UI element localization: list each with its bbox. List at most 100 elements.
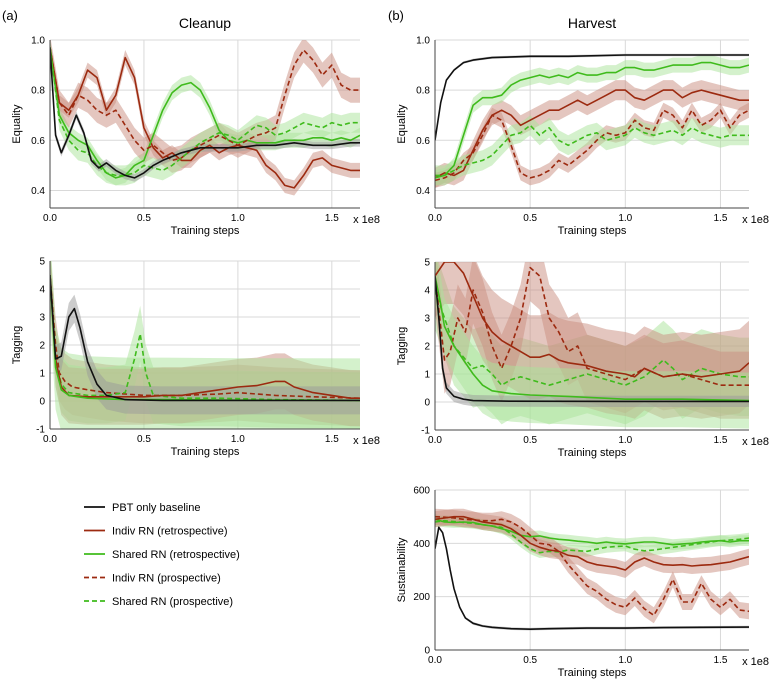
- x-axis-label: Training steps: [558, 667, 627, 679]
- y-tick-label: 1.0: [31, 36, 45, 47]
- x-multiplier-label: x 1e8: [353, 435, 380, 447]
- series-band-0: [435, 514, 749, 550]
- y-tick-label: 0.8: [31, 86, 45, 97]
- x-tick-label: 0.0: [428, 655, 442, 666]
- x-tick-label: 1.0: [231, 213, 245, 224]
- legend-label: Shared RN (prospective): [112, 596, 233, 608]
- y-axis-label: Equality: [396, 104, 408, 144]
- y-tick-label: 0.4: [416, 186, 430, 197]
- x-tick-label: 1.5: [714, 213, 728, 224]
- panel-label-a: (a): [2, 8, 18, 23]
- y-tick-label: 0.6: [416, 136, 430, 147]
- x-tick-label: 1.0: [618, 655, 632, 666]
- legend-item: Shared RN (retrospective): [84, 549, 240, 561]
- legend-label: Indiv RN (retrospective): [112, 526, 228, 538]
- series-line-0: [435, 89, 749, 179]
- x-tick-label: 1.5: [714, 435, 728, 446]
- x-tick-label: 0.5: [137, 434, 151, 445]
- x-multiplier-label: x 1e8: [742, 656, 769, 668]
- series-line-4: [435, 275, 749, 403]
- series-line-3: [435, 515, 749, 617]
- series-line-2: [435, 109, 749, 182]
- series-band-3: [435, 115, 749, 186]
- y-tick-label: 1.0: [416, 36, 430, 47]
- series-band-0: [435, 80, 749, 188]
- series-line-1: [50, 274, 360, 402]
- y-tick-label: 0: [39, 397, 45, 408]
- chart-harvest-tagging: 0.0 0.5 1.0 1.5 -1 0 1 2 3 4 5 Training steps Taggin…: [396, 258, 769, 460]
- x-tick-label: 1.0: [618, 213, 632, 224]
- y-tick-label: 4: [39, 285, 45, 296]
- x-multiplier-label: x 1e8: [353, 214, 380, 226]
- x-axis-label: Training steps: [558, 225, 627, 237]
- x-multiplier-label: x 1e8: [742, 436, 769, 448]
- x-axis-label: Training steps: [171, 446, 240, 458]
- y-tick-label: 0: [424, 398, 430, 409]
- x-tick-label: 0.0: [428, 435, 442, 446]
- x-tick-label: 0.5: [137, 213, 151, 224]
- series-line-2: [435, 515, 749, 571]
- y-tick-label: 2: [39, 341, 45, 352]
- legend-item: PBT only baseline: [84, 502, 200, 514]
- legend-label: Shared RN (retrospective): [112, 549, 240, 561]
- y-tick-label: 2: [424, 342, 430, 353]
- y-tick-label: 0.8: [416, 86, 430, 97]
- legend-label: PBT only baseline: [112, 502, 200, 514]
- x-tick-label: 1.5: [714, 655, 728, 666]
- legend-item: Indiv RN (prospective): [84, 573, 221, 585]
- series-line-1: [435, 61, 749, 179]
- y-tick-label: 5: [39, 257, 45, 268]
- legend-item: Shared RN (prospective): [84, 596, 233, 608]
- series-band-2: [50, 40, 360, 173]
- series-line-4: [50, 274, 360, 402]
- series-line-1: [435, 519, 749, 554]
- x-tick-label: 0.0: [43, 213, 57, 224]
- series-band-3: [435, 508, 749, 624]
- series-line-3: [435, 124, 749, 177]
- y-tick-label: 400: [413, 539, 430, 550]
- y-tick-label: 0.4: [31, 186, 45, 197]
- legend-label: Indiv RN (prospective): [112, 573, 221, 585]
- series-line-0: [435, 289, 749, 387]
- x-tick-label: 1.0: [231, 434, 245, 445]
- series-line-3: [435, 275, 749, 402]
- x-multiplier-label: x 1e8: [742, 214, 769, 226]
- y-axis-label: Equality: [11, 104, 23, 144]
- series-band-3: [435, 262, 749, 429]
- y-tick-label: 200: [413, 592, 430, 603]
- x-tick-label: 1.5: [325, 434, 339, 445]
- column-title-cleanup: Cleanup: [179, 15, 231, 31]
- series-line-2: [435, 262, 749, 378]
- series-line-4: [435, 526, 749, 631]
- y-tick-label: 1: [424, 370, 430, 381]
- y-tick-label: 0: [424, 646, 430, 657]
- chart-harvest-sustainability: 0.0 0.5 1.0 1.5 0 200 400 600 Training steps Sust…: [396, 486, 769, 680]
- x-tick-label: 0.5: [523, 213, 537, 224]
- x-tick-label: 0.0: [43, 434, 57, 445]
- chart-cleanup-tagging: 0.0 0.5 1.0 1.5 -1 0 1 2 3 4 5 Training steps Taggin…: [11, 257, 380, 459]
- y-tick-label: -1: [421, 426, 430, 437]
- legend: PBT only baseline Indiv RN (retrospective…: [84, 502, 240, 608]
- y-tick-label: 1: [39, 369, 45, 380]
- legend-item: Indiv RN (retrospective): [84, 526, 228, 538]
- x-tick-label: 1.0: [618, 435, 632, 446]
- y-tick-label: -1: [36, 425, 45, 436]
- y-axis-label: Tagging: [396, 327, 408, 366]
- series-line-2: [50, 47, 360, 162]
- y-tick-label: 4: [424, 286, 430, 297]
- y-axis-label: Sustainability: [396, 537, 408, 602]
- y-tick-label: 0.6: [31, 136, 45, 147]
- x-tick-label: 0.5: [523, 655, 537, 666]
- series-band-4: [50, 261, 360, 415]
- x-tick-label: 0.5: [523, 435, 537, 446]
- y-tick-label: 3: [39, 313, 45, 324]
- y-axis-label: Tagging: [11, 326, 23, 365]
- panel-label-b: (b): [388, 8, 404, 23]
- y-tick-label: 5: [424, 258, 430, 269]
- x-tick-label: 1.5: [325, 213, 339, 224]
- x-axis-label: Training steps: [558, 447, 627, 459]
- y-tick-label: 3: [424, 314, 430, 325]
